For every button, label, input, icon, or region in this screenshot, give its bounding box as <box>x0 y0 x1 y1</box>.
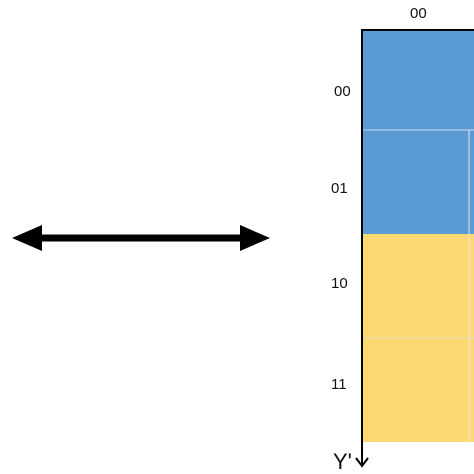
y-axis-arrow-icon <box>355 457 369 468</box>
grid-cell-01 <box>363 130 474 234</box>
grid-cell-00 <box>363 30 474 130</box>
grid-cell-10 <box>363 234 474 338</box>
grid-cell-11 <box>363 338 474 442</box>
row-label-10: 10 <box>331 275 348 292</box>
y-axis-label: Y' <box>333 449 352 474</box>
row-label-01: 01 <box>331 180 348 197</box>
row-label-11: 11 <box>331 376 347 393</box>
column-label: 00 <box>410 5 427 22</box>
double-arrow-icon <box>12 225 270 251</box>
grid-block <box>355 29 474 468</box>
row-label-00: 00 <box>334 83 351 100</box>
